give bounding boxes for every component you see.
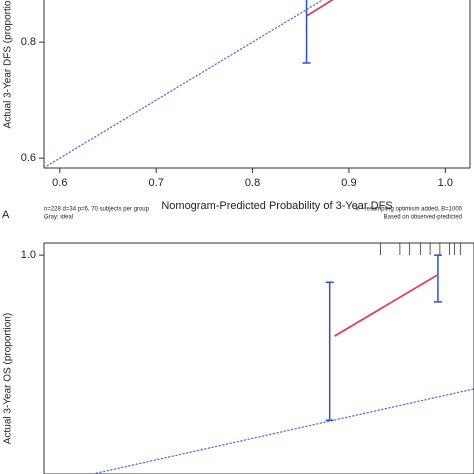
y-axis-label: Actual 3-Year DFS (proportion): [3, 0, 14, 128]
x-tick-label: 0.9: [341, 177, 356, 189]
ideal-line: [92, 388, 474, 474]
x-axis-label: Nomogram-Predicted Probability of 3-Year…: [161, 200, 392, 212]
x-tick-label: 0.6: [52, 177, 67, 189]
y-tick-label: 0.8: [21, 36, 36, 48]
x-tick-label: 1.0: [438, 177, 453, 189]
y-tick-label: 0.6: [21, 152, 36, 164]
x-tick-label: 0.8: [245, 177, 260, 189]
note-left: n=228 d=34 p=6, 70 subjects per group: [44, 207, 150, 213]
y-axis-label: Actual 3-Year OS (proportion): [3, 313, 14, 444]
plot-area: ×: [44, 0, 334, 168]
plot-frame: [43, 0, 471, 169]
note-right: X - resampling optimism added, B=1000: [355, 207, 463, 213]
panel-label: A: [2, 209, 10, 221]
y-tick-label: 1.0: [21, 249, 36, 261]
calibration-line: [334, 274, 438, 337]
calibration-line: [306, 0, 334, 17]
note-right: Based on observed-predicted: [384, 215, 462, 221]
plot-frame: [43, 242, 474, 474]
x-tick-label: 0.7: [149, 177, 164, 189]
plot-area: ××: [92, 254, 474, 474]
ideal-line: [44, 0, 324, 168]
note-left: Gray: ideal: [44, 215, 73, 221]
